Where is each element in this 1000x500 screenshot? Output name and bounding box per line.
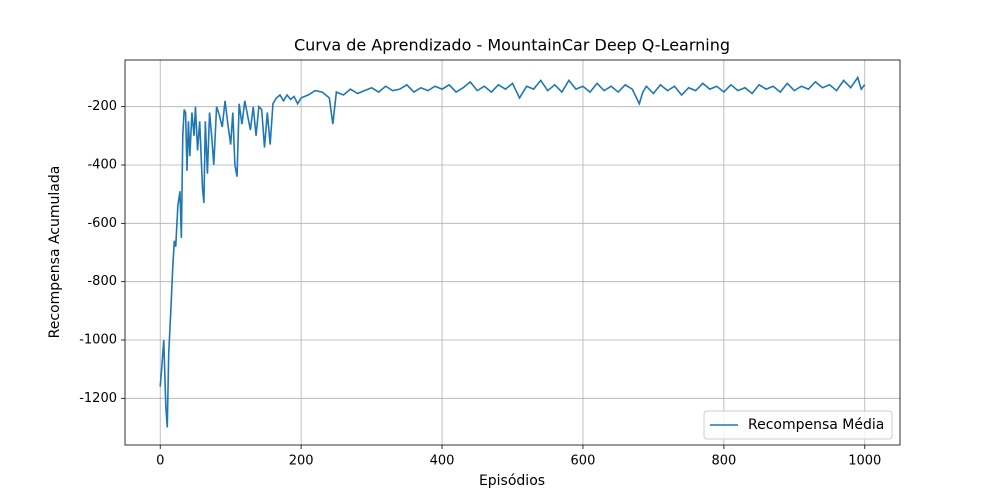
x-axis-label: Episódios [479, 473, 545, 489]
y-tick-label: -1200 [79, 391, 117, 406]
legend-box [703, 410, 893, 440]
x-tick-label: 1000 [848, 454, 881, 469]
y-axis-label: Recompensa Acumulada [47, 166, 63, 339]
legend-label: Recompensa Média [748, 417, 884, 433]
x-tick-label: 600 [571, 454, 596, 469]
plot-frame [124, 59, 901, 446]
chart-title: Curva de Aprendizado - MountainCar Deep … [294, 36, 730, 55]
y-tick-label: -800 [87, 274, 117, 289]
x-tick-label: 400 [430, 454, 455, 469]
y-tick-label: -600 [87, 216, 117, 231]
x-tick-label: 0 [156, 454, 164, 469]
y-tick-label: -200 [87, 99, 117, 114]
y-tick-label: -1000 [79, 333, 117, 348]
x-tick-label: 800 [711, 454, 736, 469]
x-tick-label: 200 [289, 454, 314, 469]
data-line [159, 75, 866, 428]
y-tick-label: -400 [87, 158, 117, 173]
